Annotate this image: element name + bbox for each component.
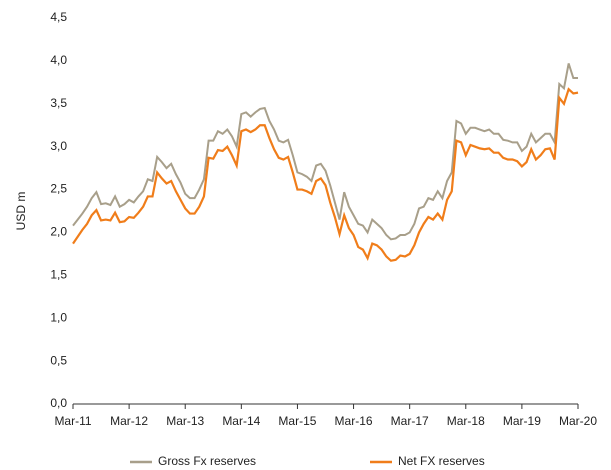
x-tick-label: Mar-17: [391, 414, 429, 428]
y-tick-label: 0,0: [50, 396, 67, 410]
x-tick-label: Mar-20: [559, 414, 597, 428]
y-tick-label: 4,5: [50, 10, 67, 24]
y-tick-label: 3,0: [50, 139, 67, 153]
x-tick-label: Mar-18: [447, 414, 485, 428]
x-tick-label: Mar-12: [110, 414, 148, 428]
x-tick-label: Mar-13: [166, 414, 204, 428]
y-tick-label: 1,0: [50, 310, 67, 324]
y-tick-label: 3,5: [50, 96, 67, 110]
x-tick-label: Mar-14: [222, 414, 260, 428]
y-tick-label: 0,5: [50, 353, 67, 367]
x-tick-label: Mar-16: [335, 414, 373, 428]
series-line: [72, 87, 579, 262]
legend-label: Net FX reserves: [398, 454, 485, 468]
legend-label: Gross Fx reserves: [158, 454, 256, 468]
x-tick-label: Mar-19: [503, 414, 541, 428]
x-tick-label: Mar-11: [54, 414, 91, 428]
y-tick-label: 2,5: [50, 182, 67, 196]
y-tick-label: 2,0: [50, 225, 67, 239]
series-line: [72, 63, 578, 241]
y-tick-label: 4,0: [50, 53, 67, 67]
y-axis-label: USD m: [14, 192, 28, 231]
y-tick-label: 1,5: [50, 268, 67, 282]
x-tick-label: Mar-15: [278, 414, 316, 428]
